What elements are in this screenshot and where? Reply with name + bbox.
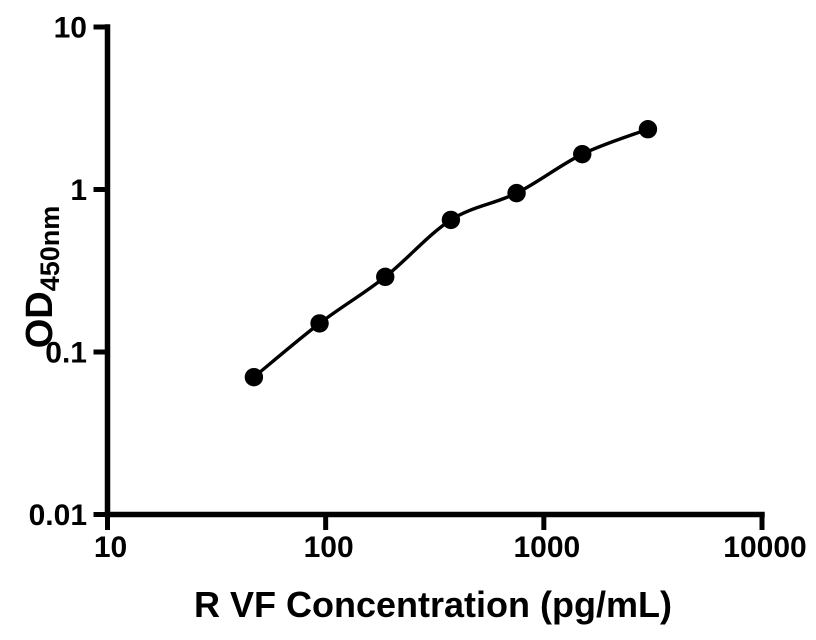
data-point (507, 183, 526, 203)
x-tick-label: 10 (94, 531, 127, 564)
data-point (638, 120, 658, 139)
data-point (441, 210, 461, 230)
x-tick-label: 1000 (513, 531, 580, 564)
x-tick-label: 100 (304, 531, 354, 564)
y-tick-label: 0.1 (45, 337, 87, 370)
x-tick-label: 10000 (723, 531, 806, 564)
x-axis-tick-labels: 10 100 1000 10000 (94, 531, 807, 564)
y-tick-label: 0.01 (29, 499, 87, 532)
y-tick-label: 1 (70, 174, 87, 207)
x-axis-ticks (105, 514, 765, 530)
data-point (244, 367, 264, 387)
y-axis-title: OD450nm (19, 206, 65, 349)
y-tick-label: 10 (54, 12, 87, 45)
data-point (573, 144, 592, 164)
data-point (376, 267, 395, 287)
y-axis-title-subscript: 450nm (35, 206, 65, 292)
fit-curve (252, 127, 650, 379)
data-point (310, 314, 329, 333)
data-series (244, 120, 658, 387)
y-axis-title-main: OD (19, 291, 61, 348)
x-axis-title: R VF Concentration (pg/mL) (194, 584, 672, 625)
y-axis-tick-labels: 10 1 0.1 0.01 (29, 12, 87, 533)
